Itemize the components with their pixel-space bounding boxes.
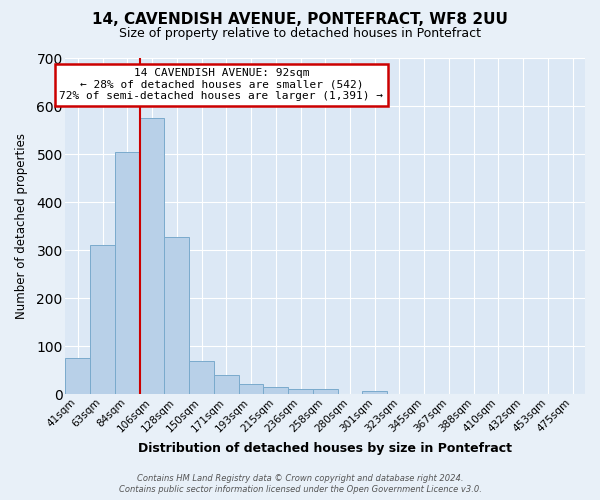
Bar: [189, 362, 214, 394]
Bar: [263, 387, 288, 394]
Bar: [239, 384, 263, 394]
Text: Contains HM Land Registry data © Crown copyright and database right 2024.
Contai: Contains HM Land Registry data © Crown c…: [119, 474, 481, 494]
Bar: [115, 152, 140, 394]
Bar: [313, 389, 338, 394]
Bar: [214, 375, 239, 394]
Bar: [90, 245, 115, 394]
X-axis label: Distribution of detached houses by size in Pontefract: Distribution of detached houses by size …: [138, 442, 512, 455]
Text: Size of property relative to detached houses in Pontefract: Size of property relative to detached ho…: [119, 28, 481, 40]
Bar: [164, 237, 189, 394]
Text: 14 CAVENDISH AVENUE: 92sqm
← 28% of detached houses are smaller (542)
72% of sem: 14 CAVENDISH AVENUE: 92sqm ← 28% of deta…: [59, 68, 383, 102]
Y-axis label: Number of detached properties: Number of detached properties: [15, 133, 28, 319]
Bar: [288, 389, 313, 394]
Bar: [140, 118, 164, 394]
Text: 14, CAVENDISH AVENUE, PONTEFRACT, WF8 2UU: 14, CAVENDISH AVENUE, PONTEFRACT, WF8 2U…: [92, 12, 508, 28]
Bar: [362, 390, 387, 394]
Bar: [65, 358, 90, 394]
